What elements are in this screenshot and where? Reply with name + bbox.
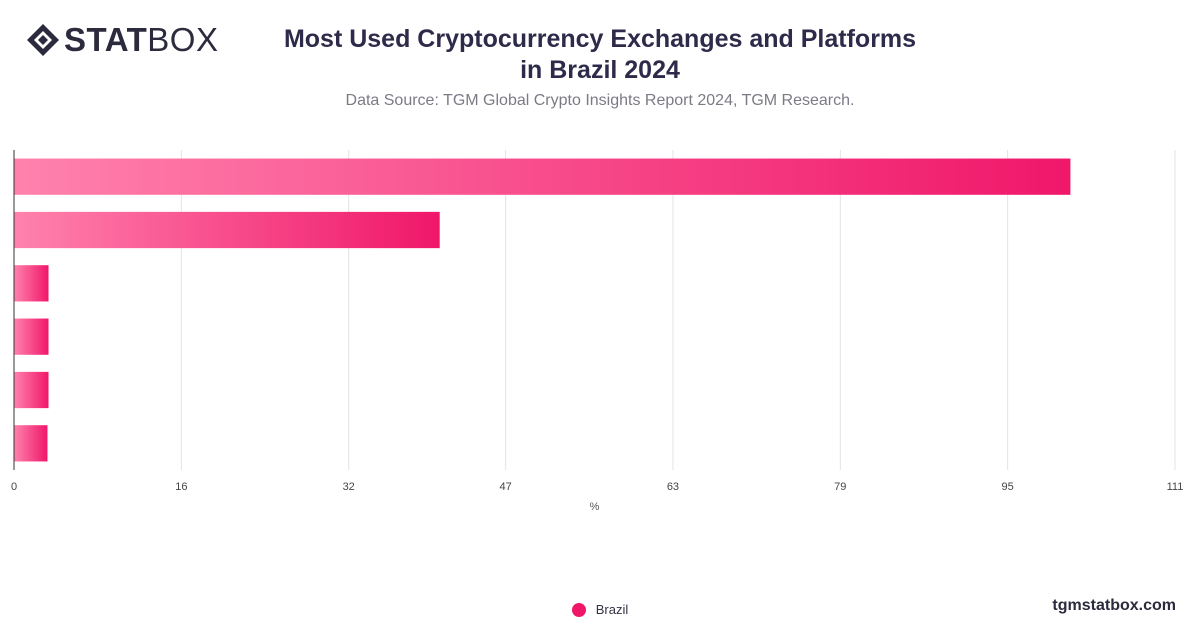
x-tick-label: 95	[1002, 481, 1014, 493]
x-tick-label: 79	[834, 481, 846, 493]
statbox-logo: STATBOX	[26, 22, 218, 58]
bar	[14, 211, 440, 249]
legend: Brazil	[0, 602, 1200, 617]
x-tick-label: 0	[11, 481, 17, 493]
statbox-logo-icon	[27, 24, 59, 56]
x-tick-label: 47	[499, 481, 511, 493]
grid-lines	[180, 150, 1176, 470]
x-axis-label: %	[590, 501, 600, 513]
x-tick-label: 111	[1167, 481, 1184, 493]
x-tick-label: 16	[175, 481, 187, 493]
axes: 0 16 32 47 63 79 95 111%	[11, 150, 1183, 513]
bar	[14, 265, 49, 302]
logo-light-text: BOX	[147, 21, 219, 58]
bars	[14, 158, 1071, 462]
bar-chart: 0 16 32 47 63 79 95 111%	[11, 150, 1183, 513]
statbox-logo-text: STATBOX	[64, 22, 218, 58]
legend-label-brazil: Brazil	[595, 602, 629, 617]
bar	[14, 371, 49, 409]
bar	[14, 425, 48, 462]
x-tick-label: 32	[343, 481, 355, 493]
chart-title-line1: Most Used Cryptocurrency Exchanges and P…	[283, 25, 917, 53]
legend-swatch-brazil	[571, 602, 586, 617]
footer-url: tgmstatbox.com	[1052, 597, 1176, 614]
logo-bold-text: STAT	[64, 21, 148, 58]
chart-title: Most Used Cryptocurrency Exchanges and P…	[250, 24, 950, 86]
chart-subtitle: Data Source: TGM Global Crypto Insights …	[345, 92, 855, 109]
x-tick-label: 63	[667, 481, 679, 493]
chart-title-line2: in Brazil 2024	[520, 56, 680, 84]
bar	[14, 158, 1071, 195]
bar	[14, 318, 49, 355]
